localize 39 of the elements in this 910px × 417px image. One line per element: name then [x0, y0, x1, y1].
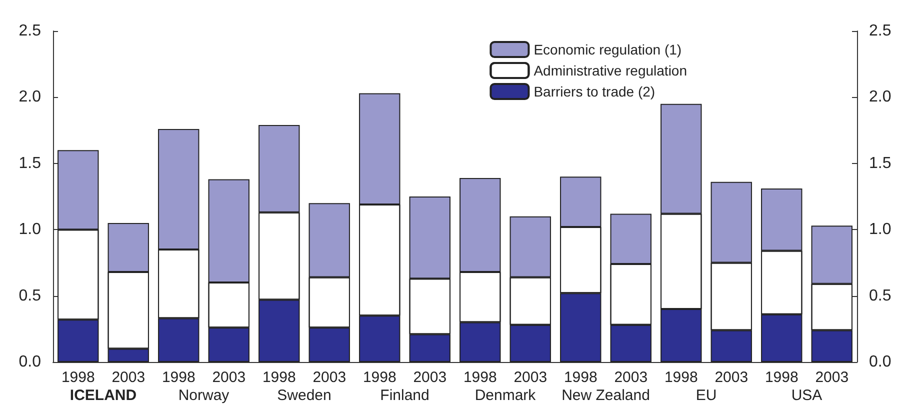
y-tick-label: 2.0	[18, 88, 42, 106]
x-tick-label: 1998	[764, 369, 798, 386]
x-tick-label: 2003	[815, 369, 849, 386]
x-tick-label: 2003	[312, 369, 346, 386]
text: Denmark	[474, 387, 536, 404]
y2-tick-label: 2.5	[869, 22, 892, 40]
text: ICELAND	[70, 387, 137, 404]
x-tick-label: 2003	[413, 369, 447, 386]
text: New Zealand	[562, 387, 650, 404]
x-tick-label: 2003	[614, 369, 648, 386]
y2-tick-label: 0.0	[869, 354, 892, 370]
x-tick-label: 2003	[514, 369, 548, 386]
legend-label: Barriers to trade (2)	[534, 84, 656, 100]
x-tick-label: 1998	[162, 369, 196, 386]
text: USA	[791, 387, 822, 404]
text: Norway	[178, 387, 230, 404]
x-tick-label: 1998	[664, 369, 698, 386]
y2-tick-label: 0.5	[869, 287, 892, 304]
x-tick-label: 1998	[262, 369, 296, 386]
y-tick-label: 1.5	[18, 154, 42, 172]
x-tick-label: 1998	[362, 369, 396, 386]
text: Sweden	[277, 387, 332, 404]
x-tick-label: 1998	[463, 369, 497, 386]
y-tick-label: 0.5	[18, 287, 42, 304]
legend-label: Economic regulation (1)	[534, 42, 682, 58]
y-tick-label: 1.0	[18, 221, 42, 238]
text: Finland	[380, 387, 430, 404]
x-tick-label: 2003	[212, 369, 246, 386]
legend-label: Administrative regulation	[534, 62, 687, 78]
x-tick-label: 2003	[714, 369, 748, 386]
x-tick-label: 1998	[61, 369, 95, 386]
y-tick-label: 2.5	[18, 22, 42, 40]
x-tick-label: 1998	[564, 369, 598, 386]
y2-tick-label: 1.5	[869, 154, 892, 172]
text: EU	[696, 387, 717, 404]
x-tick-label: 2003	[112, 369, 146, 386]
y2-tick-label: 1.0	[869, 221, 892, 238]
y-tick-label: 0.0	[18, 354, 42, 370]
y2-tick-label: 2.0	[869, 88, 892, 106]
